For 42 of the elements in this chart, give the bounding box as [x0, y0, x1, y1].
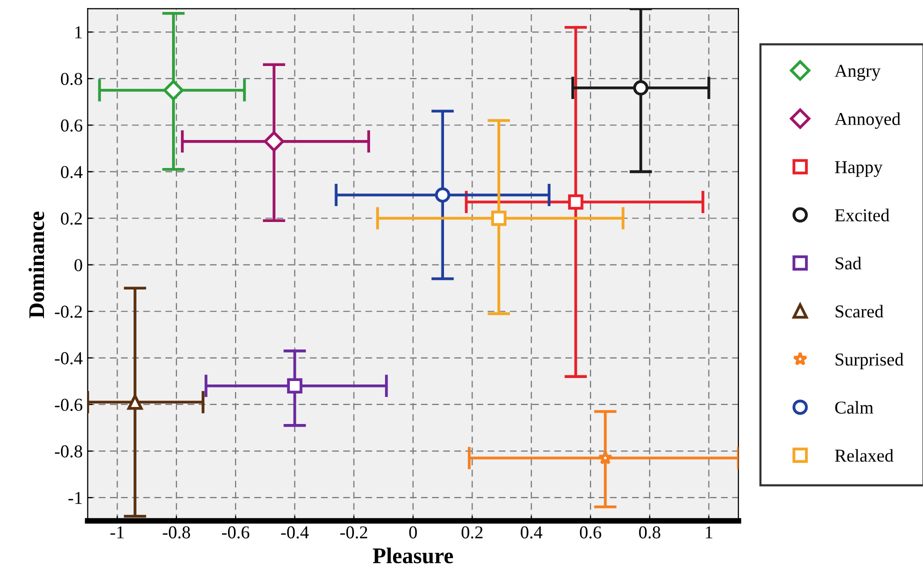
x-axis-title: Pleasure — [372, 548, 453, 564]
legend-label: Angry — [834, 64, 881, 81]
legend-label: Annoyed — [834, 112, 900, 129]
x-tick-label: 0.4 — [520, 526, 542, 539]
x-tick-label: -0.2 — [340, 526, 368, 539]
y-axis-title: Dominance — [28, 212, 44, 318]
x-tick-label: -0.8 — [162, 526, 190, 539]
x-tick-label: 1 — [706, 526, 712, 538]
y-tick-label: 1 — [75, 26, 82, 38]
x-tick-label: 0.8 — [639, 526, 660, 539]
y-tick-label: -1 — [68, 492, 82, 504]
y-tick-label: -0.4 — [54, 352, 83, 364]
legend-label: Scared — [836, 304, 884, 318]
y-tick-label: 0.2 — [60, 212, 82, 225]
legend-label: Sad — [836, 256, 862, 270]
x-tick-label: 0.2 — [462, 526, 482, 539]
legend-label: Happy — [834, 161, 883, 177]
point — [127, 394, 143, 410]
legend-label: Calm — [835, 401, 874, 414]
x-tick-label: 0.6 — [580, 526, 602, 539]
y-tick-label: 0.4 — [60, 166, 83, 178]
legend-label: Excited — [834, 208, 890, 222]
y-tick-label: -0.2 — [54, 306, 82, 318]
x-tick-label: -1 — [110, 526, 124, 538]
y-tick-label: 0.6 — [60, 119, 82, 132]
point — [287, 378, 302, 394]
point — [163, 80, 184, 100]
x-tick-label: 0 — [409, 526, 417, 538]
point — [598, 450, 613, 464]
y-tick-label: 0.8 — [60, 72, 82, 86]
point — [633, 80, 648, 96]
x-tick-label: -0.4 — [281, 526, 309, 539]
legend-label: Relaxed — [834, 449, 894, 462]
x-tick-label: -0.6 — [222, 526, 250, 539]
point — [491, 210, 506, 226]
point — [568, 194, 584, 210]
y-tick-label: 0 — [74, 259, 82, 272]
y-tick-label: -0.6 — [54, 398, 82, 412]
point — [434, 187, 450, 203]
legend-label: Surprised — [836, 352, 904, 370]
y-tick-label: -0.8 — [54, 445, 82, 458]
point — [264, 131, 284, 152]
